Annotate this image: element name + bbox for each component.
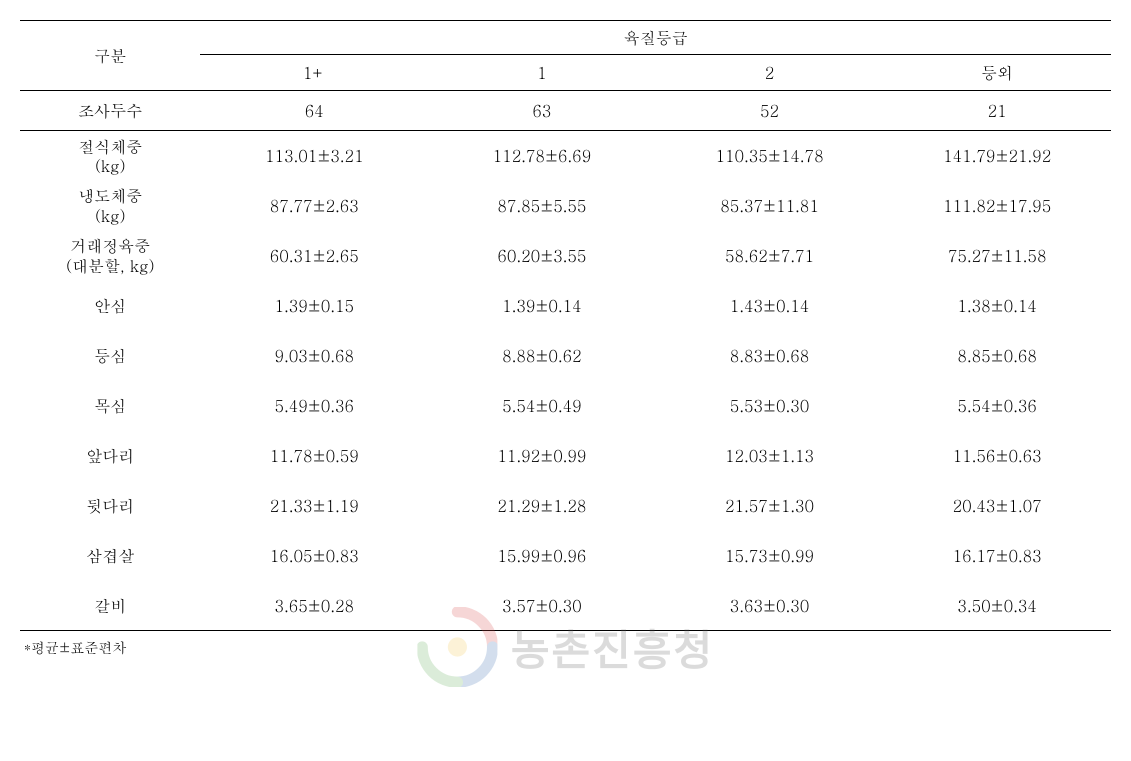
table-cell: 11.92±0.99 [428, 431, 656, 481]
table-container: 구분 육질등급 1+ 1 2 등외 조사두수 64 63 52 21 절식체중(… [20, 20, 1111, 657]
table-cell: 1.39±0.15 [200, 281, 428, 331]
table-cell: 58.62±7.71 [656, 231, 884, 281]
row-label: 안심 [20, 281, 200, 331]
table-cell: 3.65±0.28 [200, 581, 428, 631]
row-label-text: 안심 [94, 294, 126, 317]
row-label-sub: (kg) [20, 156, 200, 175]
table-cell: 5.53±0.30 [656, 381, 884, 431]
table-cell: 12.03±1.13 [656, 431, 884, 481]
table-cell: 3.63±0.30 [656, 581, 884, 631]
grade-header: 등외 [883, 55, 1111, 91]
table-cell: 1.38±0.14 [883, 281, 1111, 331]
table-cell: 16.05±0.83 [200, 531, 428, 581]
table-cell: 21.57±1.30 [656, 481, 884, 531]
table-cell: 141.79±21.92 [883, 131, 1111, 181]
row-label: 절식체중(kg) [20, 131, 200, 181]
row-label: 앞다리 [20, 431, 200, 481]
grade-header: 1 [428, 55, 656, 91]
table-cell: 21.29±1.28 [428, 481, 656, 531]
table-cell: 87.77±2.63 [200, 181, 428, 231]
table-cell: 60.20±3.55 [428, 231, 656, 281]
table-cell: 112.78±6.69 [428, 131, 656, 181]
table-cell: 3.50±0.34 [883, 581, 1111, 631]
table-row: 앞다리 11.78±0.5911.92±0.9912.03±1.1311.56±0… [20, 431, 1111, 481]
row-label: 냉도체중(kg) [20, 181, 200, 231]
table-cell: 60.31±2.65 [200, 231, 428, 281]
table-cell: 16.17±0.83 [883, 531, 1111, 581]
table-cell: 21.33±1.19 [200, 481, 428, 531]
table-cell: 15.99±0.96 [428, 531, 656, 581]
table-row: 갈비 3.65±0.283.57±0.303.63±0.303.50±0.34 [20, 581, 1111, 631]
table-row: 안심 1.39±0.151.39±0.141.43±0.141.38±0.14 [20, 281, 1111, 331]
table-cell: 1.39±0.14 [428, 281, 656, 331]
table-cell: 110.35±14.78 [656, 131, 884, 181]
row-label-text: 뒷다리 [86, 494, 134, 517]
row-label: 거래정육중(대분할, kg) [20, 231, 200, 281]
table-cell: 63 [428, 91, 656, 131]
table-cell: 8.88±0.62 [428, 331, 656, 381]
table-cell: 85.37±11.81 [656, 181, 884, 231]
table-cell: 11.56±0.63 [883, 431, 1111, 481]
table-row: 거래정육중(대분할, kg)60.31±2.6560.20±3.5558.62±… [20, 231, 1111, 281]
table-cell: 9.03±0.68 [200, 331, 428, 381]
row-label-header: 구분 [20, 21, 200, 91]
row-label: 갈비 [20, 581, 200, 631]
table-cell: 5.54±0.36 [883, 381, 1111, 431]
table-row: 뒷다리 21.33±1.1921.29±1.2821.57±1.3020.43±1… [20, 481, 1111, 531]
row-label-text: 목심 [94, 394, 126, 417]
row-label-sub: (대분할, kg) [20, 256, 200, 275]
table-row: 삼겹살 16.05±0.8315.99±0.9615.73±0.9916.17±0… [20, 531, 1111, 581]
table-cell: 1.43±0.14 [656, 281, 884, 331]
row-label: 뒷다리 [20, 481, 200, 531]
table-row: 목심 5.49±0.365.54±0.495.53±0.305.54±0.36 [20, 381, 1111, 431]
row-label-text: 등심 [94, 344, 126, 367]
table-body: 조사두수 64 63 52 21 절식체중(kg)113.01±3.21112.… [20, 91, 1111, 631]
row-label-text: 갈비 [94, 594, 126, 617]
table-cell: 11.78±0.59 [200, 431, 428, 481]
survey-count-label: 조사두수 [20, 91, 200, 131]
table-cell: 5.54±0.49 [428, 381, 656, 431]
table-cell: 20.43±1.07 [883, 481, 1111, 531]
data-table: 구분 육질등급 1+ 1 2 등외 조사두수 64 63 52 21 절식체중(… [20, 20, 1111, 631]
row-label: 등심 [20, 331, 200, 381]
row-label: 목심 [20, 381, 200, 431]
footnote: *평균±표준편차 [20, 637, 1111, 657]
table-row: 냉도체중(kg)87.77±2.6387.85±5.5585.37±11.811… [20, 181, 1111, 231]
table-cell: 21 [883, 91, 1111, 131]
table-cell: 87.85±5.55 [428, 181, 656, 231]
table-cell: 113.01±3.21 [200, 131, 428, 181]
table-cell: 3.57±0.30 [428, 581, 656, 631]
row-label: 삼겹살 [20, 531, 200, 581]
row-label-sub: (kg) [20, 206, 200, 225]
table-row: 절식체중(kg)113.01±3.21112.78±6.69110.35±14.… [20, 131, 1111, 181]
table-cell: 52 [656, 91, 884, 131]
table-cell: 64 [200, 91, 428, 131]
table-cell: 15.73±0.99 [656, 531, 884, 581]
table-cell: 5.49±0.36 [200, 381, 428, 431]
grade-header: 1+ [200, 55, 428, 91]
table-cell: 8.83±0.68 [656, 331, 884, 381]
row-label-text: 삼겹살 [86, 544, 134, 567]
table-cell: 75.27±11.58 [883, 231, 1111, 281]
table-cell: 111.82±17.95 [883, 181, 1111, 231]
table-cell: 8.85±0.68 [883, 331, 1111, 381]
row-label-text: 앞다리 [86, 444, 134, 467]
group-header: 육질등급 [200, 21, 1111, 55]
table-row: 등심 9.03±0.688.88±0.628.83±0.688.85±0.68 [20, 331, 1111, 381]
grade-header: 2 [656, 55, 884, 91]
